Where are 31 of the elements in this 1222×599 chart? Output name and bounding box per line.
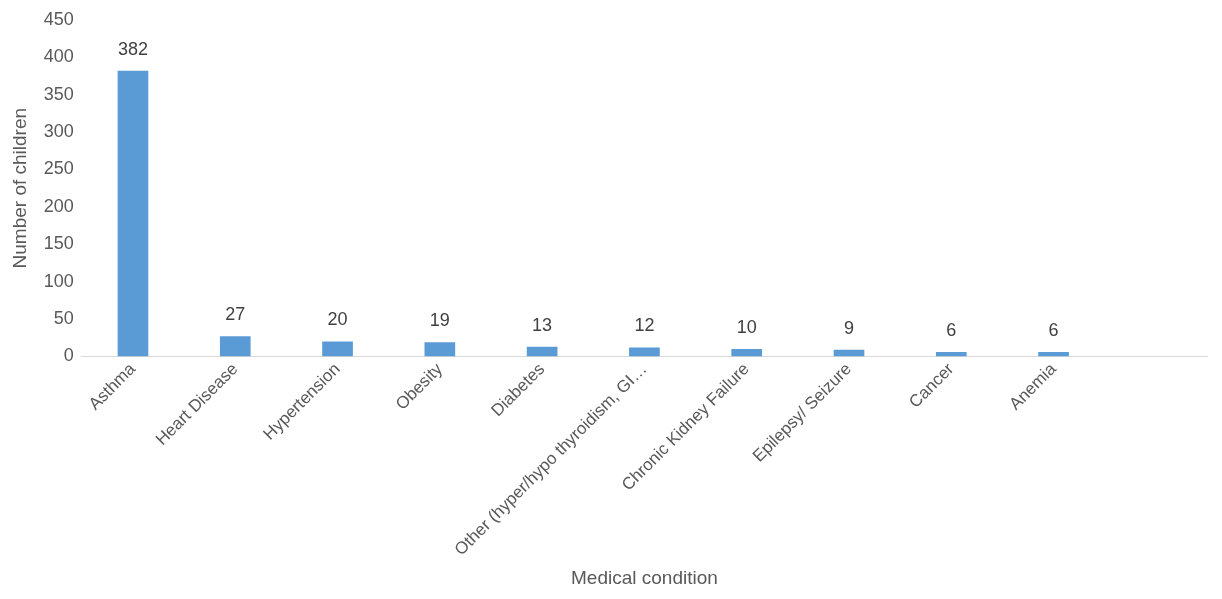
data-label: 10 <box>736 316 757 337</box>
data-label: 20 <box>327 309 348 330</box>
bar <box>935 351 967 357</box>
y-tick-label: 200 <box>43 195 74 216</box>
data-label: 27 <box>225 304 246 325</box>
y-tick-label: 100 <box>43 270 74 291</box>
data-label: 9 <box>843 317 854 338</box>
bar <box>219 336 251 357</box>
y-tick-label: 450 <box>43 8 74 29</box>
x-axis-title: Medical condition <box>571 566 718 588</box>
y-tick-label: 50 <box>53 307 74 328</box>
data-label: 13 <box>532 314 553 335</box>
data-label: 6 <box>1048 319 1059 340</box>
bar <box>322 341 353 357</box>
bar <box>117 70 149 357</box>
bar <box>629 347 660 357</box>
data-label: 6 <box>946 319 957 340</box>
data-label: 19 <box>429 310 450 331</box>
y-tick-label: 0 <box>63 345 74 366</box>
data-label: 382 <box>117 38 148 59</box>
y-tick-label: 150 <box>43 233 74 254</box>
bar <box>1038 351 1069 357</box>
y-axis-title: Number of children <box>8 107 30 269</box>
data-label: 12 <box>634 315 655 336</box>
y-tick-label: 250 <box>43 158 74 179</box>
y-tick-label: 350 <box>43 83 74 104</box>
y-tick-label: 400 <box>43 46 74 67</box>
y-tick-label: 300 <box>43 121 74 142</box>
bar <box>424 342 456 357</box>
bar <box>731 348 763 357</box>
bar <box>526 346 558 357</box>
